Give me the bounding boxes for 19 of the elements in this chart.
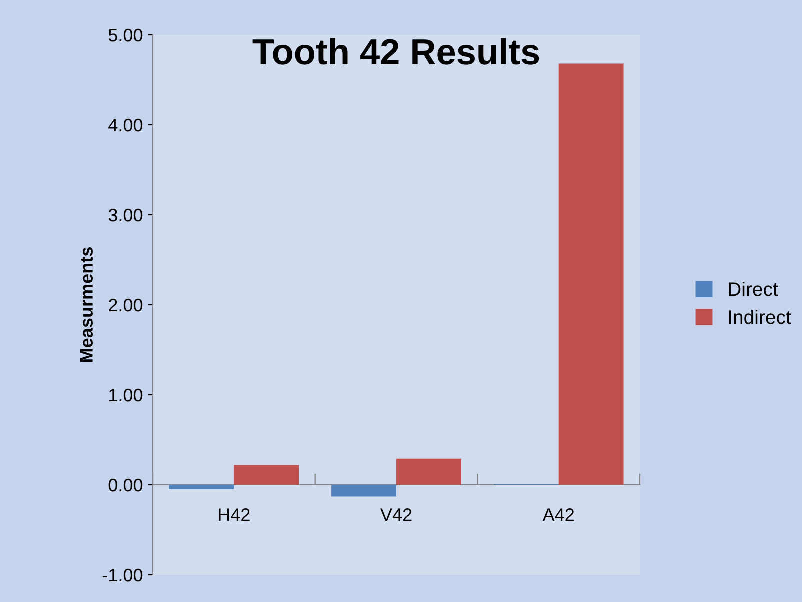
y-tick-label: 1.00	[110, 388, 143, 402]
bar	[396, 458, 462, 485]
y-axis-title: Measurments	[80, 248, 94, 362]
chart-title: Tooth 42 Results	[252, 38, 540, 65]
bar	[558, 64, 624, 485]
legend-label: Indirect	[729, 310, 792, 324]
y-tick-label: 4.00	[108, 118, 143, 132]
y-tick-label: 0.00	[108, 478, 143, 492]
y-tick-label: 3.00	[108, 208, 143, 222]
bar	[234, 465, 300, 485]
x-tick-label: H42	[219, 508, 250, 522]
y-tick-label: -1.00	[102, 568, 143, 582]
y-tick-label: 5.00	[108, 28, 143, 42]
x-tick-label: V42	[380, 508, 412, 522]
bar	[332, 485, 396, 497]
y-tick-label: 2.00	[109, 298, 143, 312]
bar	[169, 485, 234, 490]
legend-label: Direct	[729, 282, 778, 296]
x-tick-label: A42	[542, 508, 574, 522]
